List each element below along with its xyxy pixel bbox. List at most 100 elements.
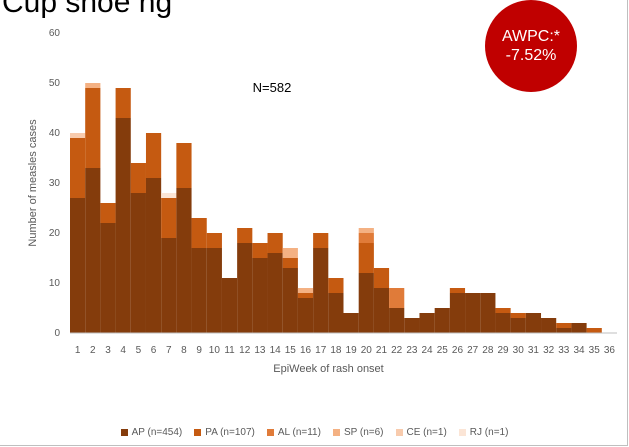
bar-segment <box>556 323 572 328</box>
x-tick-label: 36 <box>604 345 616 356</box>
bar-segment <box>130 163 146 193</box>
x-tick-label: 23 <box>406 345 418 356</box>
x-tick-label: 14 <box>270 345 282 356</box>
legend-swatch <box>395 429 403 436</box>
bar-segment <box>161 193 177 198</box>
bar-segment <box>70 198 86 333</box>
bar-segment <box>358 233 374 243</box>
x-tick-label: 24 <box>422 345 434 356</box>
x-tick-label: 15 <box>285 345 297 356</box>
x-tick-label: 12 <box>239 345 251 356</box>
bar-segment <box>586 328 602 333</box>
bar-segment <box>373 288 390 333</box>
legend-label: RJ (n=1) <box>469 427 509 438</box>
bar-segment <box>191 248 207 333</box>
bar-segment <box>449 293 466 333</box>
bar-segment <box>145 178 162 333</box>
x-tick-label: 33 <box>558 345 570 356</box>
bar-segment <box>389 288 405 308</box>
x-tick-label: 22 <box>391 345 403 356</box>
bar-segment <box>282 248 298 258</box>
bar-segment <box>161 238 177 333</box>
bar-segment <box>328 293 344 333</box>
bar-segment <box>480 293 496 333</box>
bar-segment <box>85 88 101 168</box>
bar-segment <box>206 233 222 248</box>
bar-segment <box>161 198 177 238</box>
bar-segment <box>252 258 268 333</box>
legend-label: AP (n=454) <box>131 427 183 438</box>
bar-segment <box>85 168 101 333</box>
x-tick-label: 26 <box>452 345 464 356</box>
bar-segment <box>100 223 116 333</box>
bar-segment <box>70 133 86 138</box>
y-tick-label: 30 <box>49 178 61 189</box>
x-tick-label: 30 <box>513 345 525 356</box>
x-tick-label: 10 <box>209 345 221 356</box>
legend-item: AP (n=454) <box>120 427 183 438</box>
legend-swatch <box>120 429 128 436</box>
y-tick-label: 40 <box>49 128 61 139</box>
x-axis-label: EpiWeek of rash onset <box>273 363 383 375</box>
legend: AP (n=454) PA (n=107) AL (n=11) SP (n=6) CE … <box>0 427 629 438</box>
legend-item: PA (n=107) <box>194 427 255 438</box>
bar-segment <box>495 308 511 313</box>
x-tick-label: 9 <box>196 345 202 356</box>
legend-swatch <box>266 429 274 436</box>
bar-segment <box>297 298 314 333</box>
legend-label: SP (n=6) <box>343 427 384 438</box>
x-tick-label: 28 <box>482 345 494 356</box>
x-tick-label: 11 <box>224 345 235 356</box>
bar-segment <box>465 293 481 333</box>
bar-segment <box>282 268 298 333</box>
y-tick-label: 20 <box>49 228 61 239</box>
legend-item: RJ (n=1) <box>458 427 509 438</box>
y-tick-label: 10 <box>49 278 61 289</box>
legend-swatch <box>458 429 466 436</box>
bar-segment <box>237 243 253 333</box>
x-tick-label: 6 <box>151 345 157 356</box>
bar-segment <box>510 318 526 333</box>
x-tick-label: 18 <box>330 345 342 356</box>
bar-segment <box>313 233 329 248</box>
n-annotation: N=582 <box>253 80 292 95</box>
x-tick-label: 31 <box>528 345 540 356</box>
bar-segment <box>343 313 359 333</box>
bar-segment <box>115 118 131 333</box>
bar-segment <box>358 228 374 233</box>
legend-swatch <box>194 429 202 436</box>
bar-segment <box>70 138 86 198</box>
y-tick-label: 0 <box>54 328 60 339</box>
x-tick-label: 19 <box>346 345 358 356</box>
x-tick-label: 1 <box>75 345 81 356</box>
legend-label: PA (n=107) <box>205 427 255 438</box>
x-tick-label: 2 <box>90 345 96 356</box>
x-tick-label: 7 <box>166 345 172 356</box>
bar-segment <box>237 228 253 243</box>
bar-segment <box>176 188 192 333</box>
x-tick-label: 32 <box>543 345 555 356</box>
bar-segment <box>328 278 344 293</box>
x-tick-label: 25 <box>437 345 449 356</box>
bar-segment <box>556 328 572 333</box>
x-tick-label: 8 <box>181 345 187 356</box>
bar-segment <box>176 143 192 188</box>
bar-segment <box>145 133 162 178</box>
bar-segment <box>267 253 283 333</box>
bar-segment <box>419 313 435 333</box>
bar-segment <box>404 318 420 333</box>
x-tick-label: 21 <box>376 345 388 356</box>
x-tick-label: 16 <box>300 345 312 356</box>
bar-segment <box>510 313 526 318</box>
legend-label: CE (n=1) <box>406 427 447 438</box>
legend-item: AL (n=11) <box>266 427 321 438</box>
x-tick-label: 5 <box>136 345 142 356</box>
bar-segment <box>100 203 116 223</box>
y-tick-label: 60 <box>49 28 61 39</box>
x-tick-label: 27 <box>467 345 479 356</box>
legend-label: AL (n=11) <box>277 427 321 438</box>
bar-segment <box>389 308 405 333</box>
bar-segment <box>297 288 314 293</box>
bar-segment <box>130 193 146 333</box>
bar-segment <box>358 243 374 273</box>
